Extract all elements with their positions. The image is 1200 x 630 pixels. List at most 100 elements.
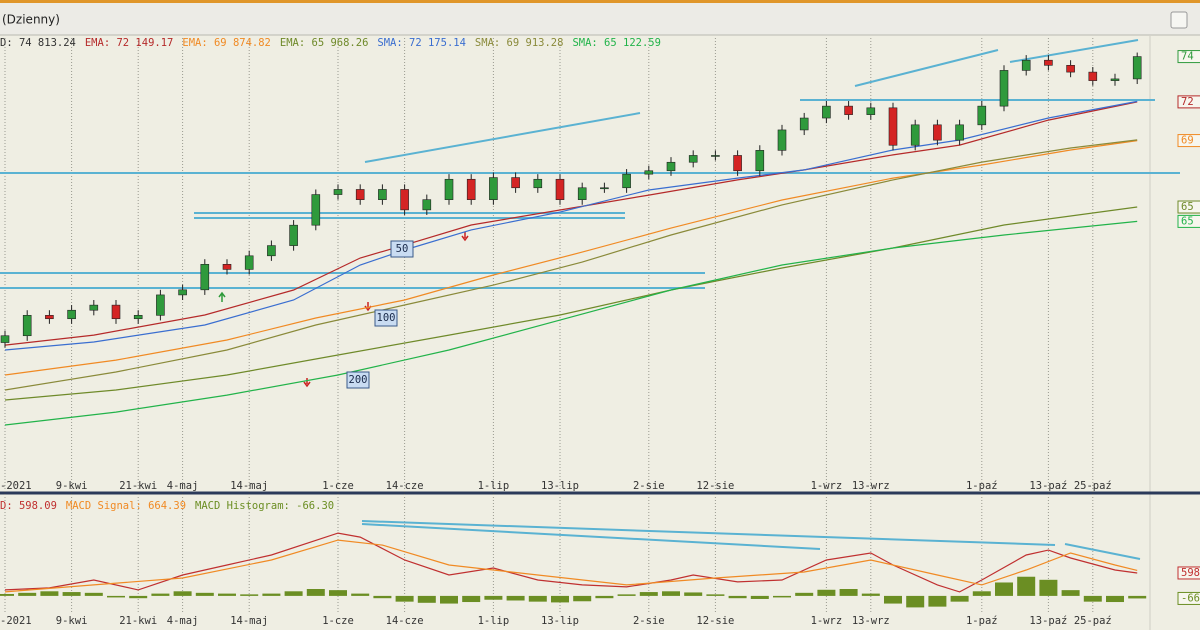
x-tick-label: 13-paź <box>1029 480 1067 492</box>
candle-body <box>999 70 1009 107</box>
histogram-bar <box>706 594 725 596</box>
candle-body <box>600 187 609 190</box>
legend-entry: SMA: 65 122.59 <box>572 37 661 49</box>
period-label-box <box>390 240 414 258</box>
candle-body <box>1044 59 1053 66</box>
histogram-bar <box>173 591 192 596</box>
trendline <box>361 520 1056 546</box>
window-button[interactable] <box>1170 11 1188 29</box>
x-tick-label: 1-wrz <box>811 480 843 492</box>
value-tag: 65 <box>1181 215 1194 227</box>
histogram-bar <box>773 595 791 598</box>
candle-body <box>955 124 964 141</box>
period-label-box <box>346 371 370 389</box>
candle-body <box>755 150 765 172</box>
histogram-bar <box>218 593 236 596</box>
x-tick-label: 4-maj <box>167 615 199 627</box>
title-bar <box>0 3 1200 35</box>
histogram-bar <box>262 593 281 596</box>
candle-body <box>577 187 587 200</box>
trendline <box>361 523 821 550</box>
candle-body <box>933 124 942 141</box>
histogram-bar <box>240 594 259 596</box>
histogram-bar <box>817 589 836 596</box>
histogram-bar <box>684 592 703 596</box>
x-tick-label: 14-maj <box>230 615 268 627</box>
candle-body <box>777 129 787 151</box>
histogram-bar <box>573 595 592 602</box>
candle-body <box>444 178 454 200</box>
candle-body <box>89 304 99 311</box>
candle-body <box>378 189 387 200</box>
candle-body <box>267 245 276 257</box>
histogram-bar <box>40 591 59 596</box>
trendline <box>364 112 641 163</box>
candle-body <box>799 117 809 131</box>
x-tick-label: 1-lip <box>478 615 510 627</box>
period-label: 100 <box>377 312 396 324</box>
candle-body <box>111 304 121 320</box>
histogram-bar <box>107 595 125 598</box>
candle-body <box>466 178 476 200</box>
legend-entry: EMA: 69 874.82 <box>182 37 271 49</box>
period-label: 200 <box>349 374 368 386</box>
candle-body <box>156 294 165 316</box>
value-tag: -66 <box>1181 592 1200 604</box>
histogram-bar <box>728 595 747 599</box>
histogram-bar <box>351 593 370 596</box>
histogram-bar <box>1106 595 1124 603</box>
legend-entry: EMA: 72 149.17 <box>85 37 174 49</box>
value-tag-box <box>1177 200 1200 214</box>
x-tick-label: 21-kwi <box>119 480 157 492</box>
histogram-bar <box>329 590 347 596</box>
x-tick-label: 14-maj <box>230 480 268 492</box>
histogram-bar <box>62 592 81 596</box>
candle-body <box>222 264 232 270</box>
candle-body <box>422 199 432 211</box>
candle-body <box>1110 78 1120 81</box>
trendline <box>1009 39 1139 63</box>
trendline <box>854 49 999 87</box>
x-tick-label: 1-paź <box>966 615 998 627</box>
legend-entry: D: 74 813.24 <box>0 37 76 49</box>
legend-entry: D: 598.09 <box>0 500 57 512</box>
buy-arrow <box>218 291 226 302</box>
value-tag-box <box>1177 591 1200 605</box>
candle-body <box>844 105 853 115</box>
x-tick-label: 21-kwi <box>119 615 157 627</box>
histogram-bar <box>639 592 658 596</box>
x-tick-label: 25-paź <box>1074 480 1112 492</box>
candle-body <box>733 155 742 172</box>
x-tick-label: 1-cze <box>322 480 354 492</box>
histogram-bar <box>284 591 303 596</box>
candle-body <box>688 155 698 163</box>
x-tick-label: 2-sie <box>633 480 665 492</box>
histogram-bar <box>617 594 636 596</box>
candle-body <box>355 189 365 200</box>
x-tick-label: 25-paź <box>1074 615 1112 627</box>
window-title: (Dzienny) <box>2 13 60 27</box>
value-tag-box <box>1177 214 1200 228</box>
candle-body <box>888 107 898 146</box>
histogram-bar <box>195 592 214 596</box>
histogram-bar <box>1128 595 1147 599</box>
candle-body <box>178 289 187 296</box>
x-tick-label: 9-kwi <box>56 480 88 492</box>
indicator-line <box>4 101 1138 346</box>
candle-body <box>711 155 720 157</box>
histogram-bar <box>506 595 525 601</box>
trendline <box>1064 543 1141 560</box>
legend-entry: SMA: 69 913.28 <box>475 37 564 49</box>
histogram-bar <box>1017 576 1036 596</box>
candle-body <box>45 315 54 320</box>
window-accent <box>0 0 1200 3</box>
histogram-bar <box>484 595 503 600</box>
x-tick-label: 1-wrz <box>811 615 843 627</box>
value-tag: 598 <box>1181 567 1200 579</box>
x-tick-label: 9-kwi <box>56 615 88 627</box>
histogram-bar <box>972 591 991 596</box>
x-tick-label: 13-wrz <box>852 480 890 492</box>
candle-body <box>822 105 831 119</box>
